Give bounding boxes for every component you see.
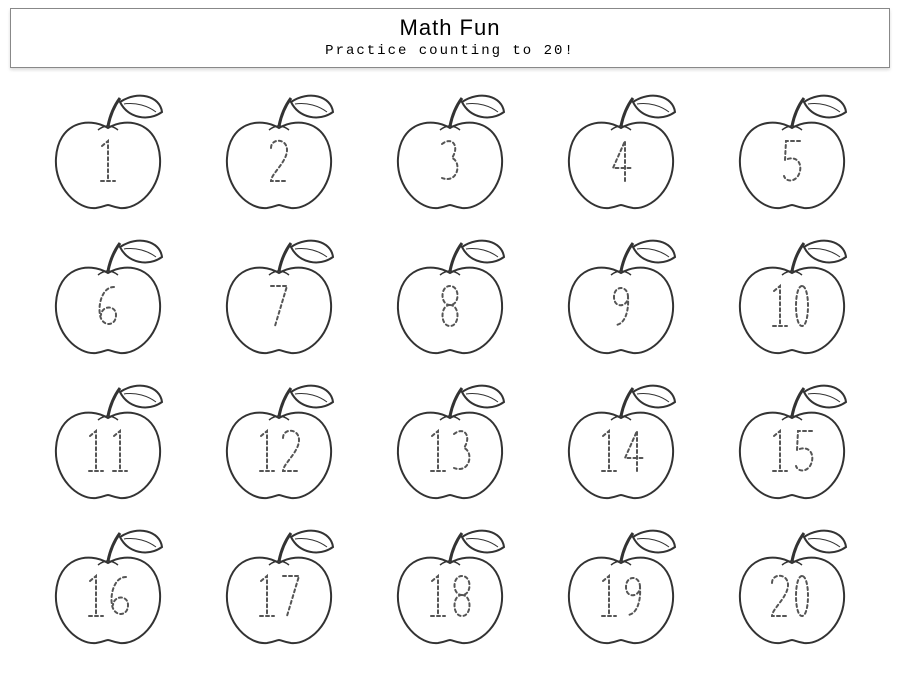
traced-number bbox=[267, 281, 291, 331]
traced-number bbox=[597, 571, 645, 621]
apple-cell bbox=[542, 82, 701, 223]
traced-number bbox=[84, 571, 132, 621]
apple-cell bbox=[28, 372, 187, 513]
traced-number bbox=[597, 426, 645, 476]
apple-cell bbox=[542, 517, 701, 658]
apple-cell bbox=[713, 517, 872, 658]
traced-number bbox=[609, 136, 633, 186]
traced-number bbox=[426, 426, 474, 476]
apple-cell bbox=[28, 227, 187, 368]
apple-cell bbox=[713, 82, 872, 223]
traced-number bbox=[768, 571, 816, 621]
page-subtitle: Practice counting to 20! bbox=[11, 43, 889, 59]
traced-number bbox=[768, 426, 816, 476]
traced-number bbox=[426, 571, 474, 621]
traced-number bbox=[96, 136, 120, 186]
apple-cell bbox=[713, 227, 872, 368]
traced-number bbox=[255, 571, 303, 621]
apple-cell bbox=[370, 82, 529, 223]
apple-cell bbox=[199, 517, 358, 658]
traced-number bbox=[255, 426, 303, 476]
apple-cell bbox=[199, 227, 358, 368]
worksheet-grid bbox=[0, 68, 900, 668]
traced-number bbox=[780, 136, 804, 186]
traced-number bbox=[768, 281, 816, 331]
apple-cell bbox=[713, 372, 872, 513]
apple-cell bbox=[28, 82, 187, 223]
traced-number bbox=[438, 281, 462, 331]
apple-cell bbox=[370, 227, 529, 368]
traced-number bbox=[609, 281, 633, 331]
apple-cell bbox=[370, 517, 529, 658]
header: Math Fun Practice counting to 20! bbox=[10, 8, 890, 68]
page-title: Math Fun bbox=[11, 15, 889, 41]
apple-cell bbox=[199, 82, 358, 223]
traced-number bbox=[267, 136, 291, 186]
traced-number bbox=[438, 136, 462, 186]
apple-cell bbox=[370, 372, 529, 513]
traced-number bbox=[96, 281, 120, 331]
apple-cell bbox=[28, 517, 187, 658]
apple-cell bbox=[542, 227, 701, 368]
apple-cell bbox=[542, 372, 701, 513]
apple-cell bbox=[199, 372, 358, 513]
traced-number bbox=[84, 426, 132, 476]
